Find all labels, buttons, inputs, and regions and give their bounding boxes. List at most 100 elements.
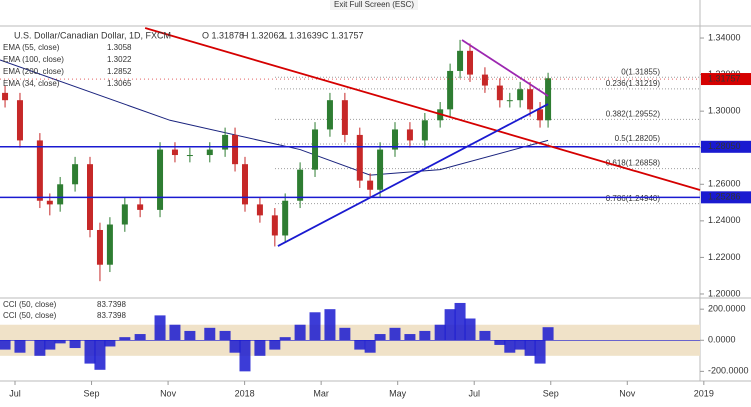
top-bar[interactable] [330, 0, 418, 10]
fib-label: 0.786(1.24940) [606, 194, 661, 203]
candle-body [121, 204, 128, 225]
candle-body [157, 149, 164, 210]
cci-bar [524, 340, 536, 356]
last-price-label: 1.31757 [708, 73, 741, 83]
ohlc-value: C 1.31757 [322, 30, 364, 40]
candle-body [326, 100, 333, 130]
candle-body [406, 129, 413, 141]
cci-bar [494, 340, 506, 345]
candle-body [96, 229, 103, 265]
candle-body [36, 140, 43, 201]
cci-bar [154, 315, 166, 341]
indicator-name: EMA (200, close) [3, 67, 64, 76]
level-label: 1.28050 [708, 141, 741, 151]
cci-legend-value: 83.7398 [97, 311, 126, 320]
cci-bar [404, 334, 416, 341]
ohlc-value: L 1.31639 [282, 30, 322, 40]
cci-bar [294, 324, 306, 341]
cci-bar [542, 327, 554, 341]
y-tick-label: 1.34000 [708, 32, 741, 42]
y-tick-label: 1.26000 [708, 179, 741, 189]
x-tick-label: Sep [543, 388, 559, 398]
last-price-badge [701, 73, 751, 86]
candle-body [312, 129, 319, 170]
cci-bar [364, 340, 376, 353]
cci-bar [444, 309, 456, 341]
cci-bar [54, 340, 66, 344]
y-tick-label: 1.20000 [708, 288, 741, 298]
candle-body [186, 155, 193, 157]
cci-bar [504, 340, 516, 353]
candle-body [206, 149, 213, 156]
fib-label: 0.5(1.28205) [615, 134, 661, 143]
indicator-value: 1.3065 [107, 79, 132, 88]
cci-tick-label: 200.0000 [708, 304, 746, 314]
candle-body [527, 89, 534, 110]
candle-body [467, 50, 474, 75]
candle-body [297, 169, 304, 201]
cci-tick-label: -200.0000 [708, 366, 749, 376]
cci-bar [204, 327, 216, 341]
fib-label: 0.382(1.29552) [606, 109, 661, 118]
candle-body [241, 164, 248, 205]
candle-body [545, 78, 552, 121]
candle-body [341, 100, 348, 135]
cci-bar [309, 312, 321, 341]
candle-body [392, 129, 399, 150]
indicator-value: 1.2852 [107, 67, 132, 76]
cci-bar [219, 330, 231, 341]
x-tick-label: Mar [313, 388, 329, 398]
level-badge [701, 140, 751, 153]
candle-body [2, 92, 9, 101]
x-tick-label: Jul [9, 388, 21, 398]
y-tick-label: 1.24000 [708, 215, 741, 225]
cci-bar [324, 309, 336, 341]
cci-bar [94, 340, 106, 370]
indicator-name: EMA (100, close) [3, 55, 64, 64]
cci-legend-name: CCI (50, close) [3, 311, 57, 320]
candle-body [421, 120, 428, 141]
cci-bar [479, 330, 491, 341]
candle-body [447, 70, 454, 110]
candle-body [271, 215, 278, 236]
x-tick-label: Sep [84, 388, 100, 398]
candle-body [481, 74, 488, 86]
cci-legend-value: 83.7398 [97, 300, 126, 309]
fib-label: 0.236(1.31219) [606, 79, 661, 88]
indicator-value: 1.3058 [107, 43, 132, 52]
trend-line [277, 103, 549, 247]
indicator-name: EMA (55, close) [3, 43, 60, 52]
cci-bar [514, 340, 526, 350]
cci-bar [464, 318, 476, 341]
cci-bar [374, 334, 386, 341]
candle-body [72, 164, 79, 185]
ohlc-value: O 1.31878 [202, 30, 244, 40]
cci-bar [104, 340, 116, 347]
level-label: 1.25286 [708, 192, 741, 202]
candle-body [222, 134, 229, 150]
candle-body [46, 200, 53, 205]
symbol-title: U.S. Dollar/Canadian Dollar, 1D, FXCM [14, 30, 171, 40]
trend-line [461, 39, 549, 97]
x-tick-label: Nov [160, 388, 177, 398]
cci-bar [69, 340, 81, 349]
indicator-name: EMA (34, close) [3, 79, 60, 88]
trend-line [144, 27, 701, 191]
candle-body [16, 100, 23, 141]
exit-full-screen[interactable]: Exit Full Screen (ESC) [334, 0, 414, 9]
cci-bar [0, 340, 11, 350]
cci-tick-label: 0.0000 [708, 335, 736, 345]
candle-body [356, 134, 363, 181]
cci-legend-name: CCI (50, close) [3, 300, 57, 309]
candle-body [282, 200, 289, 236]
cci-bar [534, 340, 546, 364]
x-tick-label: Jul [468, 388, 480, 398]
candle-body [137, 204, 144, 210]
x-tick-label: Nov [619, 388, 636, 398]
fib-label: 0(1.31855) [621, 67, 660, 76]
candle-body [57, 184, 64, 205]
candle-body [496, 85, 503, 101]
cci-bar [34, 340, 46, 356]
